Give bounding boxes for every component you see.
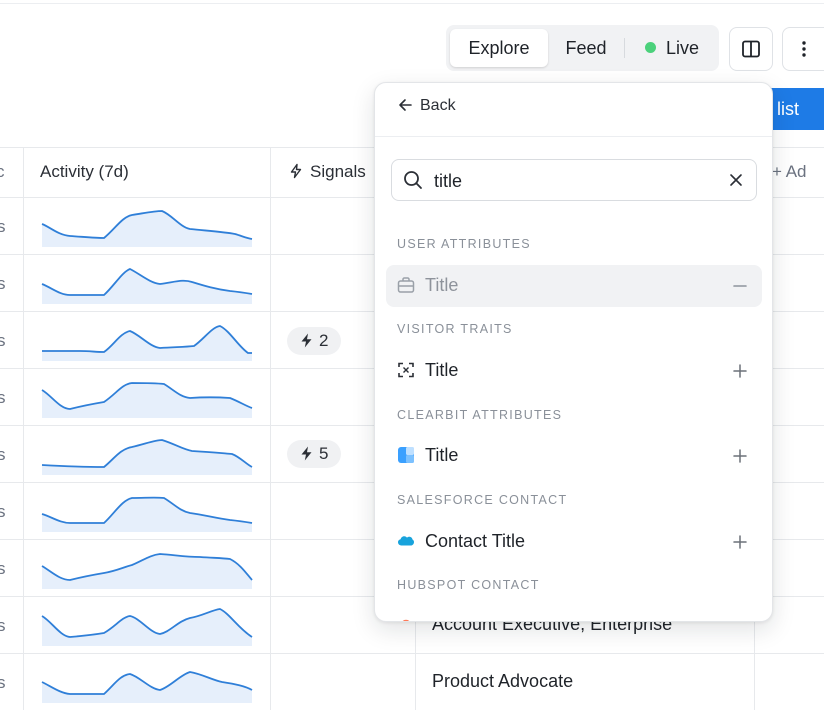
vertical-dots-icon xyxy=(802,41,806,57)
attribute-option-visitor-title[interactable]: Title xyxy=(386,350,762,392)
tab-divider xyxy=(624,38,625,58)
activity-sparkline xyxy=(41,268,253,304)
row-stub: s xyxy=(0,388,6,407)
plus-icon[interactable] xyxy=(732,448,748,464)
attribute-picker-dropdown: Back USER ATTRIBUTES Title VISITOR TRAIT… xyxy=(374,82,773,622)
row-stub: s xyxy=(0,274,6,293)
tab-live[interactable]: Live xyxy=(632,29,712,67)
section-heading: SALESFORCE CONTACT xyxy=(397,493,568,507)
activity-sparkline xyxy=(41,671,253,703)
search-input[interactable] xyxy=(434,168,714,194)
column-header-signals[interactable]: Signals xyxy=(288,147,366,197)
clearbit-logo-icon xyxy=(398,447,414,463)
column-divider xyxy=(270,147,271,710)
arrow-left-icon xyxy=(399,99,412,111)
row-stub: s xyxy=(0,217,6,236)
activity-sparkline xyxy=(41,210,253,247)
row-stub: s xyxy=(0,559,6,578)
section-heading: CLEARBIT ATTRIBUTES xyxy=(397,408,563,422)
salesforce-logo-icon xyxy=(398,536,414,546)
hubspot-logo-icon xyxy=(402,619,410,621)
row-stub: s xyxy=(0,673,6,692)
lightning-icon xyxy=(301,446,312,461)
row-stub: s xyxy=(0,331,6,350)
column-header-signals-label: Signals xyxy=(310,162,366,181)
live-status-dot xyxy=(644,42,656,53)
activity-sparkline xyxy=(41,553,253,589)
activity-sparkline xyxy=(41,608,253,646)
attribute-search xyxy=(391,159,757,201)
tab-feed[interactable]: Feed xyxy=(565,38,607,58)
title-cell[interactable]: Product Advocate xyxy=(432,671,574,691)
lightning-icon xyxy=(290,163,302,179)
toggle-panel-button[interactable] xyxy=(729,27,773,71)
signals-count: 2 xyxy=(319,331,329,350)
back-button[interactable]: Back xyxy=(397,97,456,115)
sidebar-panel-icon xyxy=(742,40,760,58)
option-label: Contact Title xyxy=(425,531,526,551)
plus-icon[interactable] xyxy=(732,534,748,550)
row-divider xyxy=(0,653,824,654)
option-label: Title xyxy=(425,360,459,380)
section-heading: VISITOR TRAITS xyxy=(397,322,513,336)
back-label: Back xyxy=(420,97,456,114)
attribute-option-salesforce-contact-title[interactable]: Contact Title xyxy=(386,521,762,563)
signals-count: 5 xyxy=(319,444,329,463)
activity-sparkline xyxy=(41,382,253,418)
column-header-partial[interactable]: c xyxy=(0,162,5,181)
row-stub: s xyxy=(0,616,6,635)
option-label: Title xyxy=(425,275,459,295)
signals-badge[interactable]: 5 xyxy=(287,440,341,468)
top-divider xyxy=(0,3,824,4)
dropdown-divider xyxy=(375,136,772,137)
lightning-icon xyxy=(301,333,312,348)
signals-badge[interactable]: 2 xyxy=(287,327,341,355)
view-switcher: Explore Feed Live xyxy=(446,25,719,71)
clear-search-icon[interactable] xyxy=(728,172,744,188)
search-icon xyxy=(404,171,422,189)
row-stub: s xyxy=(0,445,6,464)
more-options-button[interactable] xyxy=(782,27,824,71)
traits-icon xyxy=(398,362,414,378)
column-divider xyxy=(23,147,24,710)
row-stub: s xyxy=(0,502,6,521)
section-heading: USER ATTRIBUTES xyxy=(397,237,531,251)
attribute-option-clearbit-title[interactable]: Title xyxy=(386,435,762,477)
activity-sparkline xyxy=(41,496,253,532)
option-label: Title xyxy=(425,445,459,465)
column-header-activity[interactable]: Activity (7d) xyxy=(40,162,129,181)
activity-sparkline xyxy=(42,325,252,361)
tab-live-label: Live xyxy=(665,38,700,58)
activity-sparkline xyxy=(41,439,253,475)
section-heading: HUBSPOT CONTACT xyxy=(397,578,540,592)
briefcase-icon xyxy=(397,277,415,293)
plus-icon[interactable] xyxy=(732,363,748,379)
minus-icon[interactable] xyxy=(732,278,748,294)
attribute-option-user-title[interactable]: Title xyxy=(386,265,762,307)
add-column-header[interactable]: + Ad xyxy=(772,162,807,181)
tab-explore[interactable]: Explore xyxy=(450,29,548,67)
